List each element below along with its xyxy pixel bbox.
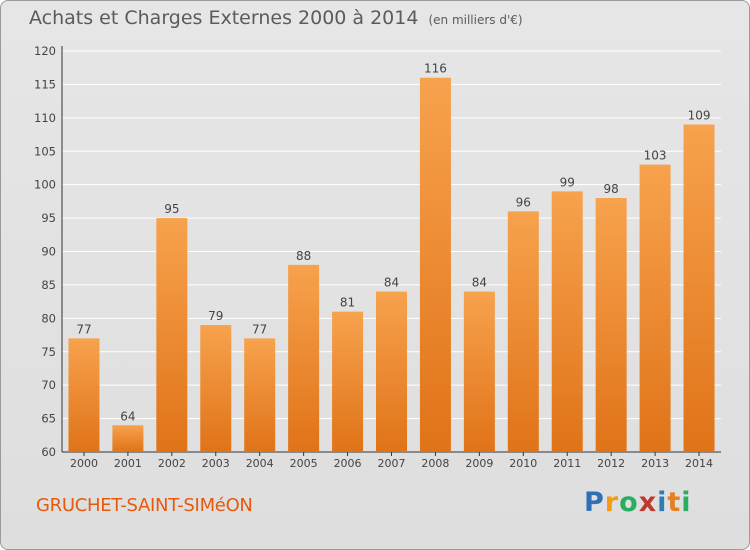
logo-letter: x bbox=[638, 487, 658, 518]
data-label-2008: 116 bbox=[424, 62, 447, 76]
x-tick-label-2007: 2007 bbox=[378, 457, 406, 470]
logo-letter: i bbox=[657, 487, 668, 518]
y-tick-label: 90 bbox=[41, 245, 56, 259]
proxiti-logo[interactable]: Proxiti bbox=[584, 487, 692, 518]
bar-2000 bbox=[68, 338, 100, 452]
x-tick-label-2004: 2004 bbox=[246, 457, 274, 470]
bar-2009 bbox=[463, 291, 495, 452]
x-tick-label-2008: 2008 bbox=[421, 457, 449, 470]
bar-2014 bbox=[683, 124, 715, 453]
x-tick-label-2005: 2005 bbox=[290, 457, 318, 470]
bar-2005 bbox=[288, 264, 320, 452]
bar-2006 bbox=[332, 311, 364, 452]
x-tick-label-2006: 2006 bbox=[334, 457, 362, 470]
chart-title-text: Achats et Charges Externes 2000 à 2014 bbox=[29, 7, 419, 29]
bar-2007 bbox=[376, 291, 407, 452]
data-label-2010: 96 bbox=[516, 195, 531, 209]
data-label-2006: 81 bbox=[340, 296, 355, 310]
y-tick-label: 65 bbox=[41, 412, 56, 426]
chart-unit: (en milliers d'€) bbox=[428, 13, 523, 27]
town-name: GRUCHET-SAINT-SIMéON bbox=[36, 495, 253, 516]
x-tick-label-2003: 2003 bbox=[202, 457, 230, 470]
bar-2002 bbox=[156, 218, 188, 452]
data-label-2001: 64 bbox=[120, 409, 135, 423]
bar-2010 bbox=[507, 211, 539, 452]
y-tick-label: 85 bbox=[41, 278, 56, 292]
x-tick-label-2011: 2011 bbox=[553, 457, 581, 470]
x-tick-label-2009: 2009 bbox=[465, 457, 493, 470]
y-tick-label: 100 bbox=[34, 178, 56, 192]
logo-letter: i bbox=[681, 487, 692, 518]
bar-2012 bbox=[595, 198, 627, 452]
logo-letter: r bbox=[604, 487, 620, 518]
y-tick-label: 105 bbox=[34, 144, 56, 158]
y-tick-label: 120 bbox=[34, 44, 56, 58]
x-tick-label-2014: 2014 bbox=[685, 457, 713, 470]
logo-letter: t bbox=[667, 487, 682, 518]
y-tick-label: 75 bbox=[41, 345, 56, 359]
bar-2011 bbox=[551, 191, 583, 452]
data-label-2009: 84 bbox=[472, 276, 487, 290]
data-label-2004: 77 bbox=[252, 322, 267, 336]
data-label-2011: 99 bbox=[560, 175, 575, 189]
y-tick-label: 110 bbox=[34, 111, 56, 125]
x-tick-label-2010: 2010 bbox=[509, 457, 537, 470]
data-label-2000: 77 bbox=[76, 322, 91, 336]
y-tick-label: 115 bbox=[34, 77, 56, 91]
x-tick-label-2001: 2001 bbox=[114, 457, 142, 470]
logo-letter: o bbox=[619, 487, 639, 518]
data-label-2005: 88 bbox=[296, 249, 311, 263]
x-tick-label-2000: 2000 bbox=[70, 457, 98, 470]
data-label-2003: 79 bbox=[208, 309, 223, 323]
bar-2004 bbox=[244, 338, 276, 452]
bar-2003 bbox=[200, 325, 232, 452]
y-tick-label: 60 bbox=[41, 445, 56, 459]
y-tick-label: 80 bbox=[41, 311, 56, 325]
data-label-2007: 84 bbox=[384, 276, 399, 290]
y-tick-label: 70 bbox=[41, 378, 56, 392]
y-tick-label: 95 bbox=[41, 211, 56, 225]
bar-2013 bbox=[639, 164, 671, 452]
x-tick-label-2013: 2013 bbox=[641, 457, 669, 470]
data-label-2002: 95 bbox=[164, 202, 179, 216]
x-tick-label-2002: 2002 bbox=[158, 457, 186, 470]
data-label-2013: 103 bbox=[644, 149, 667, 163]
bar-2008 bbox=[419, 77, 451, 452]
data-label-2012: 98 bbox=[604, 182, 619, 196]
chart-title: Achats et Charges Externes 2000 à 2014 (e… bbox=[29, 7, 523, 29]
x-tick-label-2012: 2012 bbox=[597, 457, 625, 470]
logo-letter: P bbox=[584, 487, 605, 518]
data-label-2014: 109 bbox=[688, 109, 711, 123]
bar-2001 bbox=[112, 425, 144, 452]
